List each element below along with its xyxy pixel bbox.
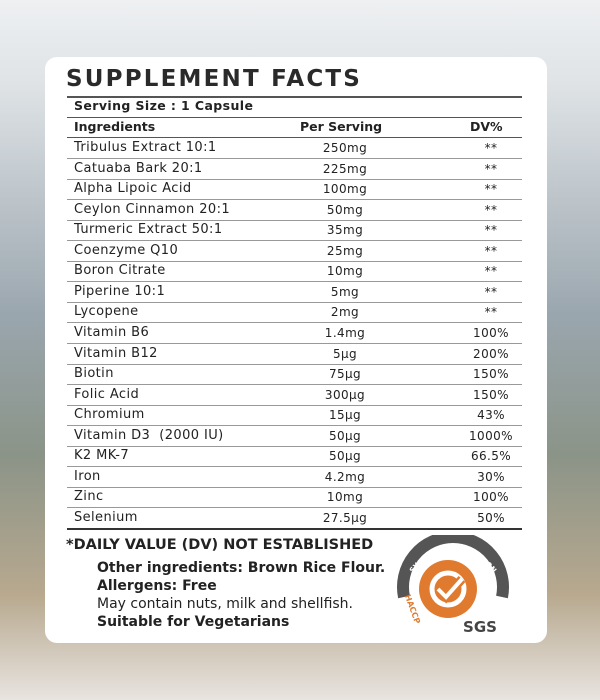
- daily-value: 30%: [477, 469, 505, 484]
- other-ingredients: Other ingredients: Brown Rice Flour.: [97, 560, 386, 576]
- rule: [67, 281, 522, 283]
- title: SUPPLEMENT FACTS: [66, 66, 363, 92]
- ingredient: Piperine 10:1: [74, 283, 166, 299]
- label-card: [45, 57, 547, 643]
- rule: [67, 178, 522, 180]
- rule: [67, 425, 522, 427]
- per-serving: 50µg: [328, 449, 362, 464]
- per-serving: 10mg: [326, 264, 364, 279]
- warning: May contain nuts, milk and shellfish.: [97, 596, 353, 612]
- rule: [67, 199, 522, 201]
- per-serving: 35mg: [326, 223, 364, 238]
- daily-value: **: [484, 284, 498, 299]
- rule: [67, 322, 522, 324]
- per-serving: 50µg: [328, 428, 362, 443]
- ingredient: Turmeric Extract 50:1: [74, 222, 223, 238]
- daily-value: **: [484, 223, 498, 238]
- header-cell: Per Serving: [300, 119, 383, 134]
- daily-value: 1000%: [469, 428, 513, 443]
- ingredient: Vitamin B6: [74, 324, 150, 340]
- rule: [67, 137, 522, 138]
- daily-value: **: [484, 243, 498, 258]
- badge-side-text: HACCP: [403, 593, 422, 625]
- daily-value: 66.5%: [470, 449, 512, 464]
- per-serving: 250mg: [322, 141, 368, 155]
- per-serving: 15µg: [328, 408, 362, 423]
- rule: [67, 466, 522, 468]
- rule: [67, 260, 522, 262]
- daily-value: 200%: [473, 346, 509, 361]
- daily-value: **: [484, 161, 498, 176]
- per-serving: 25mg: [326, 243, 364, 258]
- per-serving: 1.4mg: [324, 325, 366, 340]
- rule: [67, 301, 522, 303]
- certification-badge: SYSTEM CERTIFICATION HACCP SGS: [397, 535, 509, 636]
- per-serving: 5µg: [332, 346, 358, 361]
- rule: [67, 117, 522, 118]
- ingredient: Ceylon Cinnamon 20:1: [74, 201, 231, 217]
- per-serving: 2mg: [330, 305, 360, 320]
- badge-ring: [397, 535, 509, 599]
- per-serving: 225mg: [322, 161, 368, 176]
- daily-value: 50%: [477, 510, 505, 525]
- daily-value: **: [484, 264, 498, 279]
- rule: [67, 445, 522, 447]
- rule: [67, 404, 522, 406]
- rule: [67, 507, 522, 509]
- ingredient: Vitamin D3 (2000 IU): [74, 427, 224, 443]
- serving-size: Serving Size : 1 Capsule: [74, 98, 254, 113]
- allergens: Allergens: Free: [97, 578, 217, 594]
- suitable: Suitable for Vegetarians: [97, 614, 290, 630]
- ingredient: Folic Acid: [74, 386, 140, 402]
- badge-check: [436, 577, 464, 600]
- rule: [67, 96, 522, 98]
- ingredient: Iron: [74, 468, 101, 484]
- daily-value: 100%: [473, 325, 509, 340]
- per-serving: 10mg: [326, 490, 364, 505]
- daily-value: 100%: [473, 490, 509, 505]
- daily-value: **: [484, 141, 498, 155]
- ingredient: Catuaba Bark 20:1: [74, 160, 203, 176]
- rule: [67, 486, 522, 488]
- daily-value: 150%: [473, 367, 509, 382]
- per-serving: 50mg: [326, 202, 364, 217]
- ingredient: K2 MK-7: [74, 448, 130, 464]
- header-cell: DV%: [470, 119, 503, 134]
- per-serving: 75µg: [328, 367, 362, 382]
- header-cell: Ingredients: [74, 119, 156, 134]
- rule: [67, 219, 522, 221]
- ingredient: Vitamin B12: [74, 345, 158, 361]
- ingredient: Tribulus Extract 10:1: [74, 140, 217, 155]
- ingredient: Biotin: [74, 366, 114, 382]
- rule: [67, 240, 522, 242]
- rule: [67, 342, 522, 344]
- rule: [67, 158, 522, 159]
- footnote: *DAILY VALUE (DV) NOT ESTABLISHED: [66, 537, 374, 553]
- ingredient: Chromium: [74, 407, 145, 423]
- ingredient: Boron Citrate: [74, 263, 166, 279]
- badge-brand: SGS: [463, 618, 497, 636]
- daily-value: **: [484, 182, 498, 197]
- rule: [67, 384, 522, 386]
- ingredient: Alpha Lipoic Acid: [74, 181, 192, 197]
- per-serving: 27.5µg: [322, 510, 368, 525]
- per-serving: 4.2mg: [324, 469, 366, 484]
- rule: [67, 527, 522, 530]
- per-serving: 300µg: [324, 387, 366, 402]
- ingredient: Zinc: [74, 489, 104, 505]
- daily-value: **: [484, 202, 498, 217]
- per-serving: 5mg: [330, 284, 360, 299]
- daily-value: **: [484, 305, 498, 320]
- daily-value: 43%: [477, 408, 505, 423]
- daily-value: 150%: [473, 387, 509, 402]
- per-serving: 100mg: [322, 182, 368, 197]
- rule: [67, 363, 522, 365]
- ingredient: Lycopene: [74, 304, 139, 320]
- ingredient: Selenium: [74, 509, 138, 525]
- ingredient: Coenzyme Q10: [74, 242, 179, 258]
- badge-ring-inner: [429, 570, 467, 608]
